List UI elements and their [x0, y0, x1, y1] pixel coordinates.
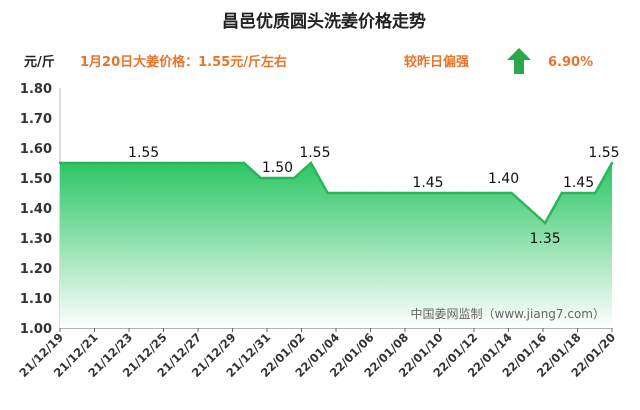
data-point [226, 161, 229, 165]
y-tick-label: 1.20 [20, 262, 52, 277]
chart-title: 昌邑优质圆头洗姜价格走势 [222, 11, 426, 32]
data-point [58, 161, 62, 165]
data-point [309, 161, 313, 165]
y-tick-label: 1.60 [20, 142, 52, 157]
data-point [192, 161, 196, 165]
up-arrow-icon [507, 48, 531, 74]
data-point [259, 176, 262, 180]
data-label: 1.55 [299, 145, 330, 161]
data-label: 1.50 [262, 160, 293, 176]
data-point [393, 191, 396, 195]
data-point [443, 191, 446, 195]
data-labels: 1.55 1.50 1.55 1.45 1.40 1.35 1.45 1.55 [128, 145, 620, 247]
data-point [594, 191, 597, 195]
data-label: 1.45 [412, 175, 443, 191]
data-point [326, 191, 329, 195]
data-point [410, 191, 413, 195]
y-tick-label: 1.30 [20, 232, 52, 247]
data-point [276, 176, 279, 180]
data-point [142, 161, 145, 165]
y-tick-label: 1.10 [20, 292, 52, 307]
data-point [577, 191, 580, 195]
series-area [60, 163, 612, 328]
y-tick-label: 1.40 [20, 202, 52, 217]
data-point [159, 161, 162, 165]
data-point [209, 161, 212, 165]
data-point [343, 191, 346, 195]
data-point [292, 176, 296, 180]
data-label: 1.35 [530, 231, 561, 247]
data-point [75, 161, 78, 165]
data-point [543, 221, 547, 225]
series-points [58, 161, 614, 225]
data-label: 1.55 [128, 145, 159, 161]
unit-label: 元/斤 [24, 54, 55, 70]
data-point [460, 191, 463, 195]
y-tick-label: 1.50 [20, 172, 52, 187]
data-point [527, 206, 530, 210]
change-percent: 6.90% [548, 55, 593, 70]
data-point [376, 191, 380, 195]
data-point [92, 161, 95, 165]
data-label: 1.55 [588, 145, 619, 161]
data-point [108, 161, 112, 165]
watermark: 中国姜网监制（www.jiang7.com） [411, 306, 605, 321]
data-point [493, 191, 497, 195]
data-point [242, 161, 246, 165]
y-axis: 1.00 1.10 1.20 1.30 1.40 1.50 1.60 1.70 1.80 [20, 82, 52, 337]
data-point [125, 161, 129, 165]
trend-text: 较昨日偏强 [404, 54, 469, 70]
y-tick-label: 1.00 [20, 322, 52, 337]
data-point [426, 191, 430, 195]
data-point [560, 191, 564, 195]
y-tick-label: 1.70 [20, 112, 52, 127]
y-tick-label: 1.80 [20, 82, 52, 97]
data-point [175, 161, 179, 165]
data-point [510, 191, 513, 195]
data-point [359, 191, 363, 195]
data-point [476, 191, 480, 195]
data-point [610, 161, 614, 165]
data-label: 1.40 [488, 171, 519, 187]
data-label: 1.45 [563, 175, 594, 191]
headline-price: 1月20日大姜价格：1.55元/斤左右 [80, 54, 287, 70]
x-axis: 21/12/1921/12/2121/12/2321/12/2521/12/27… [16, 328, 618, 380]
series-line [60, 161, 614, 225]
